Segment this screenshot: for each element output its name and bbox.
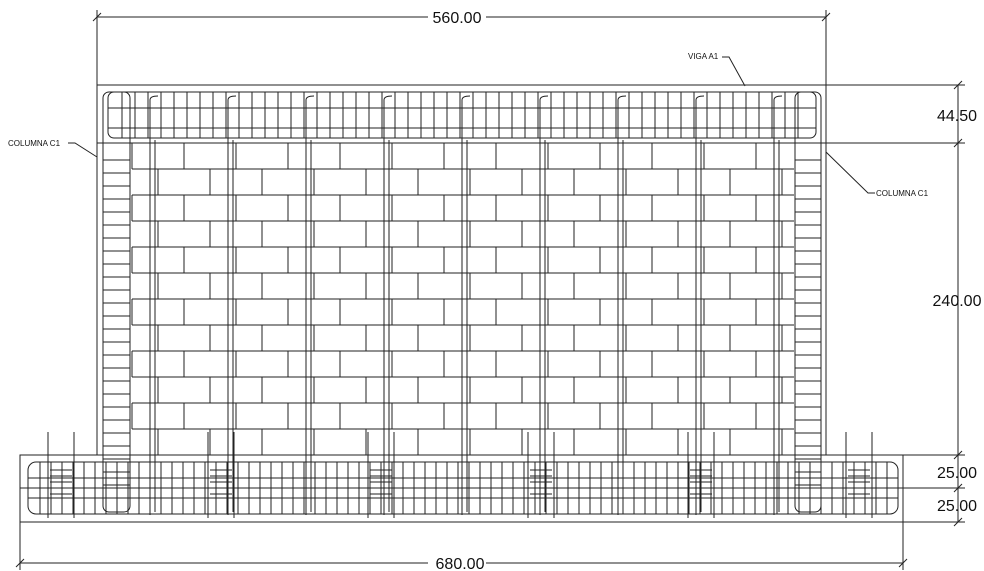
dimension-label: 25.00 — [937, 498, 977, 515]
leader — [722, 57, 745, 86]
vertical-bar — [228, 96, 236, 515]
vertical-bar — [540, 96, 548, 515]
vertical-bar — [462, 96, 470, 515]
vertical-bar — [618, 96, 626, 515]
vertical-bar — [306, 96, 314, 515]
dimension-label: 560.00 — [433, 10, 482, 27]
vertical-bar — [384, 96, 392, 515]
column-cage — [795, 92, 821, 512]
vertical-bar — [774, 96, 782, 515]
dimension-label: 44.50 — [937, 108, 977, 125]
geometry — [16, 8, 965, 571]
dimension-label: 25.00 — [937, 465, 977, 482]
vertical-bar — [150, 96, 158, 515]
leader — [68, 143, 97, 157]
dimension-label: 240.00 — [933, 293, 982, 310]
annotation: COLUMNA C1 — [8, 139, 61, 148]
leader — [826, 152, 875, 193]
wall-drawing: 560.00 44.50 240.00 25.00 25.00 680.00 V… — [0, 0, 984, 571]
annotation: COLUMNA C1 — [876, 189, 929, 198]
vertical-bar — [696, 96, 704, 515]
annotation: VIGA A1 — [688, 52, 719, 61]
dimension-label: 680.00 — [436, 556, 485, 571]
column-cage — [103, 92, 130, 512]
